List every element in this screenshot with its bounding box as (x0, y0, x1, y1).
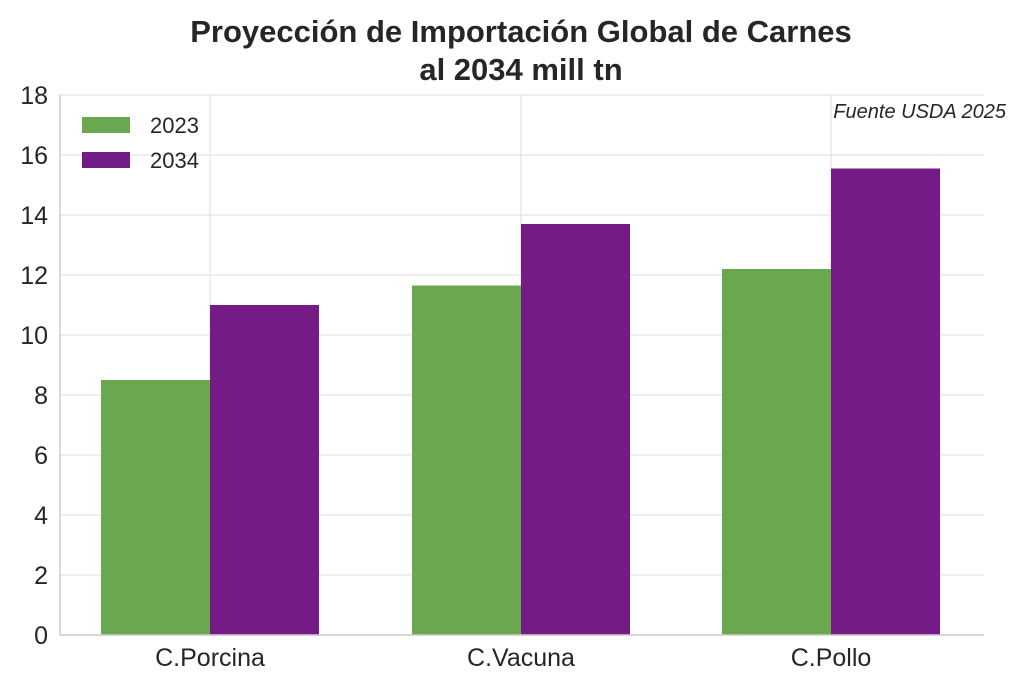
chart-subtitle: al 2034 mill tn (419, 52, 622, 87)
x-tick-label: C.Vacuna (467, 644, 575, 672)
y-tick-label: 10 (20, 322, 48, 350)
legend-swatch-2023 (82, 117, 130, 133)
y-tick-label: 8 (34, 382, 48, 410)
bar-2034-C.Vacuna (521, 224, 630, 635)
bar-2034-C.Pollo (831, 168, 940, 635)
y-tick-label: 4 (34, 502, 48, 530)
tick-labels: 0 2 4 6 8 10 12 14 16 18 C.Porcina C.Vacuna C.Pollo (20, 82, 871, 672)
y-tick-label: 14 (20, 202, 48, 230)
legend: 2023 2034 (82, 113, 199, 173)
y-tick-label: 18 (20, 82, 48, 110)
bar-2023-C.Vacuna (412, 285, 521, 635)
y-tick-label: 16 (20, 142, 48, 170)
legend-swatch-2034 (82, 152, 130, 168)
y-tick-label: 2 (34, 562, 48, 590)
bar-2023-C.Pollo (722, 269, 831, 635)
axes (59, 95, 984, 636)
bars (101, 168, 940, 635)
y-tick-label: 12 (20, 262, 48, 290)
legend-label-2034: 2034 (150, 148, 199, 173)
bar-2034-C.Porcina (210, 305, 319, 635)
source-annotation: Fuente USDA 2025 (833, 101, 1007, 123)
y-tick-label: 6 (34, 442, 48, 470)
bar-2023-C.Porcina (101, 380, 210, 635)
y-tick-label: 0 (34, 622, 48, 650)
legend-label-2023: 2023 (150, 113, 199, 138)
x-tick-label: C.Pollo (791, 644, 872, 672)
chart-title: Proyección de Importación Global de Carn… (190, 14, 852, 49)
x-tick-label: C.Porcina (155, 644, 265, 672)
